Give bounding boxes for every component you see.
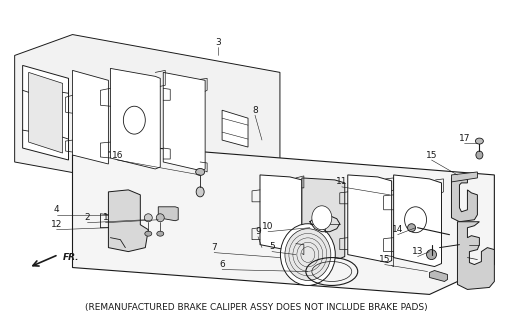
Polygon shape — [348, 175, 392, 262]
Text: 12: 12 — [51, 220, 62, 229]
Text: (REMANUFACTURED BRAKE CALIPER ASSY DOES NOT INCLUDE BRAKE PADS): (REMANUFACTURED BRAKE CALIPER ASSY DOES … — [84, 303, 428, 312]
Ellipse shape — [156, 214, 164, 222]
Text: FR.: FR. — [62, 253, 79, 262]
Text: 9: 9 — [255, 227, 261, 236]
Polygon shape — [430, 270, 447, 282]
Text: 17: 17 — [459, 133, 470, 143]
Polygon shape — [23, 65, 69, 160]
Polygon shape — [452, 172, 477, 182]
Ellipse shape — [285, 229, 331, 280]
Text: 6: 6 — [219, 260, 225, 269]
Polygon shape — [222, 110, 248, 147]
Polygon shape — [452, 178, 477, 222]
Text: 1: 1 — [102, 213, 108, 222]
Text: 5: 5 — [269, 242, 275, 251]
Ellipse shape — [144, 214, 152, 222]
Ellipse shape — [123, 106, 145, 134]
Text: 13: 13 — [412, 247, 423, 256]
Text: 15: 15 — [426, 150, 437, 160]
Polygon shape — [158, 207, 178, 221]
Text: 4: 4 — [54, 205, 59, 214]
Ellipse shape — [404, 207, 426, 233]
Ellipse shape — [157, 231, 164, 236]
Ellipse shape — [196, 187, 204, 197]
Text: 3: 3 — [215, 38, 221, 47]
Text: 10: 10 — [262, 222, 274, 231]
Text: 15: 15 — [379, 255, 391, 264]
Ellipse shape — [281, 224, 335, 285]
Ellipse shape — [476, 138, 483, 144]
Polygon shape — [109, 190, 148, 252]
Polygon shape — [73, 148, 495, 294]
Polygon shape — [29, 72, 62, 153]
Polygon shape — [15, 35, 280, 200]
Ellipse shape — [476, 151, 483, 159]
Ellipse shape — [408, 224, 416, 232]
Polygon shape — [457, 222, 495, 289]
Text: 8: 8 — [252, 106, 258, 115]
Ellipse shape — [426, 250, 437, 260]
Ellipse shape — [145, 231, 152, 236]
Text: 14: 14 — [392, 225, 403, 234]
Text: 11: 11 — [336, 177, 348, 187]
Text: 2: 2 — [84, 213, 90, 222]
Text: 7: 7 — [211, 243, 217, 252]
Ellipse shape — [196, 168, 205, 175]
Polygon shape — [260, 175, 302, 252]
Polygon shape — [73, 70, 109, 164]
Polygon shape — [111, 68, 160, 169]
Polygon shape — [394, 175, 441, 267]
Polygon shape — [302, 178, 345, 259]
Polygon shape — [163, 72, 205, 171]
Text: 16: 16 — [112, 150, 123, 160]
Ellipse shape — [312, 206, 332, 230]
